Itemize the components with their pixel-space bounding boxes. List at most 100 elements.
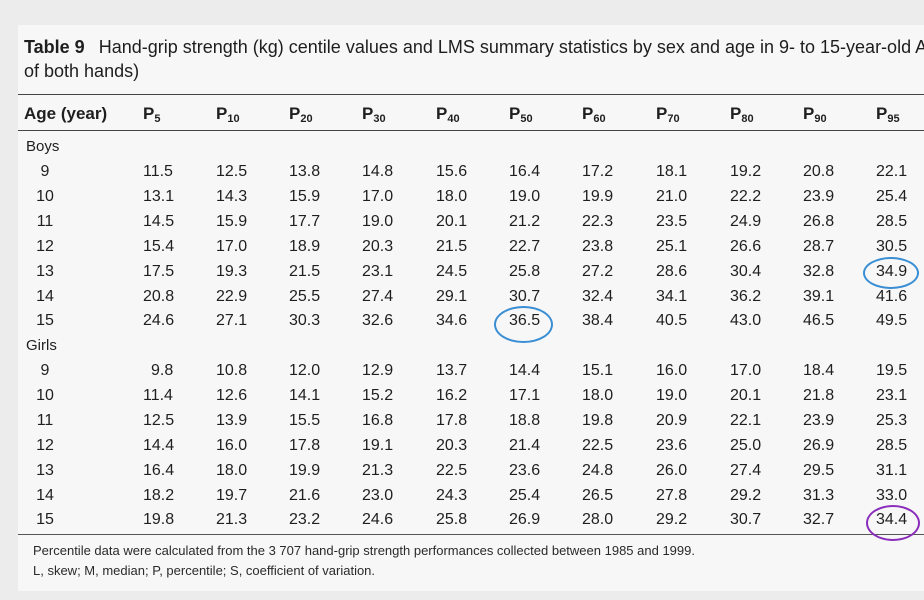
header-p-subscript: 90 [814,113,827,125]
header-p70: P70 [656,104,680,129]
header-p60: P60 [582,104,606,129]
value-cell-p60: 32.4 [582,287,614,305]
value-cell-p30: 24.6 [362,511,394,529]
value-cell-p50: 25.8 [509,262,541,280]
value-cell-p40: 17.8 [436,411,468,429]
age-cell: 10 [36,386,54,404]
value-cell-p40: 15.6 [436,163,468,180]
value-cell-p5: 20.8 [143,287,175,305]
value-cell-p95: 25.4 [876,187,908,205]
header-p-letter: P [509,104,521,123]
value-cell-p90: 39.1 [803,287,835,305]
value-cell-p70: 28.6 [656,262,688,280]
header-age: Age (year) [24,104,108,123]
value-cell-p95: 33.0 [876,486,908,504]
value-cell-p90: 31.3 [803,486,835,504]
age-cell: 14 [36,287,54,305]
age-cell: 15 [36,511,54,529]
value-cell-p95: 19.5 [876,362,908,379]
value-cell-p70: 34.1 [656,287,688,305]
value-cell-p10: 14.3 [216,187,248,205]
value-cell-p95: 28.5 [876,212,908,230]
value-cell-p95: 23.1 [876,386,908,404]
value-cell-p20: 18.9 [289,237,321,255]
value-cell-p5: 19.8 [143,511,175,529]
value-cell-p5: 11.4 [143,386,173,404]
value-cell-p40: 25.8 [436,511,468,529]
value-cell-p40: 16.2 [436,386,468,404]
value-cell-p10: 13.9 [216,411,248,429]
value-cell-p20: 17.8 [289,436,321,454]
footnote-2: L, skew; M, median; P, percentile; S, co… [33,563,376,578]
value-cell-p40: 24.5 [436,262,468,280]
header-p-letter: P [289,104,301,123]
value-cell-p60: 26.5 [582,486,614,504]
header-p-letter: P [436,104,448,123]
value-cell-p10: 19.3 [216,262,248,280]
header-p40: P40 [436,104,460,129]
value-cell-p95: 28.5 [876,436,908,454]
header-p-subscript: 80 [741,113,754,125]
value-cell-p50: 19.0 [509,187,541,205]
value-cell-p90: 23.9 [803,187,835,205]
value-cell-p70: 20.9 [656,411,688,429]
value-cell-p20: 21.6 [289,486,321,504]
top-rule [18,94,924,95]
value-cell-p95: 22.1 [876,163,908,180]
table-row: 13 17.5 19.3 21.5 23.1 24.5 25.8 27.2 28.6 30.4 32… [18,262,924,287]
header-p-subscript: 60 [593,113,606,125]
value-cell-p90: 21.8 [803,386,835,404]
value-cell-p80: 27.4 [730,461,762,479]
age-cell: 9 [40,163,50,180]
value-cell-p10: 10.8 [216,362,248,379]
value-cell-p5: 14.5 [143,212,175,230]
value-cell-p70: 18.1 [656,163,688,180]
table-number: Table 9 [24,37,85,57]
value-cell-p50: 23.6 [509,461,541,479]
value-cell-p20: 23.2 [289,511,321,529]
value-cell-p90: 26.8 [803,212,835,230]
age-cell: 15 [36,312,54,330]
age-cell: 9 [40,362,50,379]
value-cell-p80: 17.0 [730,362,762,379]
value-cell-p50: 25.4 [509,486,541,504]
table-row: 12 14.4 16.0 17.8 19.1 20.3 21.4 22.5 23.6 25.0 26… [18,436,924,461]
value-cell-p70: 23.6 [656,436,688,454]
header-p-letter: P [803,104,815,123]
value-cell-p30: 17.0 [362,187,394,205]
value-cell-p50: 26.9 [509,511,541,529]
caption-line-2: of both hands) [24,61,140,81]
value-cell-p50: 30.7 [509,287,541,305]
value-cell-p60: 27.2 [582,262,614,280]
value-cell-p5: 17.5 [143,262,175,280]
header-p10: P10 [216,104,240,129]
age-cell: 13 [36,262,54,280]
value-cell-p30: 23.1 [362,262,394,280]
value-cell-p90: 23.9 [803,411,835,429]
value-cell-p50: 21.4 [509,436,541,454]
header-p-letter: P [730,104,742,123]
table-caption: Table 9 Hand-grip strength (kg) centile v… [24,35,924,83]
value-cell-p50: 16.4 [509,163,541,180]
header-p50: P50 [509,104,533,129]
value-cell-p95: 30.5 [876,237,908,255]
value-cell-p20: 30.3 [289,312,321,330]
value-cell-p30: 19.1 [362,436,394,454]
value-cell-p90: 29.5 [803,461,835,479]
value-cell-p50: 21.2 [509,212,541,230]
value-cell-p70: 21.0 [656,187,688,205]
value-cell-p20: 15.5 [289,411,321,429]
value-cell-p20: 25.5 [289,287,321,305]
value-cell-p80: 29.2 [730,486,762,504]
age-cell: 13 [36,461,54,479]
value-cell-p5: 11.5 [143,163,173,180]
caption-line-1: Hand-grip strength (kg) centile values a… [98,37,924,57]
value-cell-p10: 12.5 [216,163,248,180]
value-cell-p80: 36.2 [730,287,762,305]
value-cell-p40: 18.0 [436,187,468,205]
value-cell-p10: 15.9 [216,212,248,230]
value-cell-p60: 18.0 [582,386,614,404]
value-cell-p20: 17.7 [289,212,321,230]
value-cell-p60: 24.8 [582,461,614,479]
value-cell-p5: 15.4 [143,237,175,255]
